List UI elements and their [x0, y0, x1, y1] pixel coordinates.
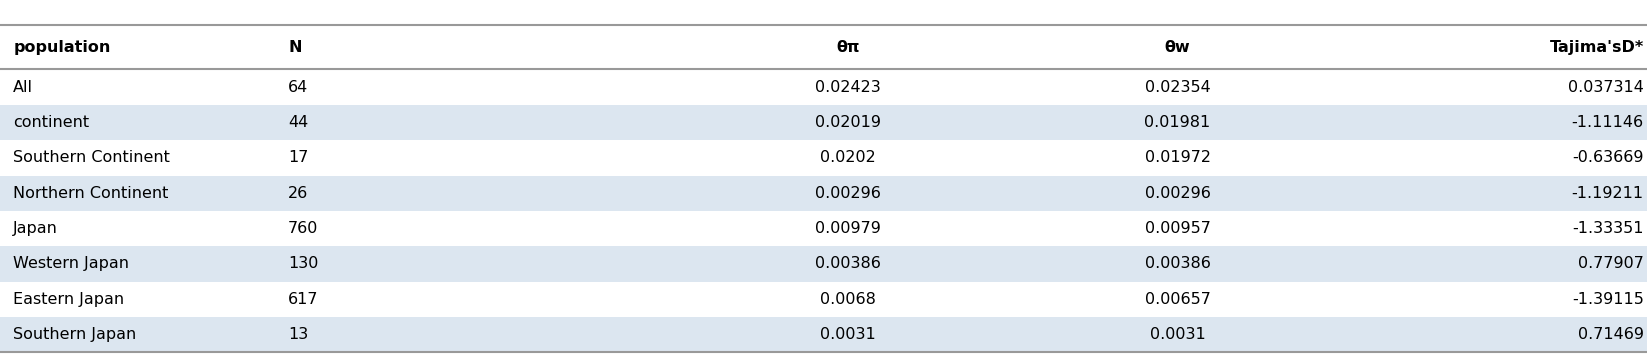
Text: θπ: θπ — [837, 40, 860, 55]
Text: 0.00296: 0.00296 — [1145, 186, 1211, 201]
Text: 0.0031: 0.0031 — [1150, 327, 1206, 342]
Text: 0.02423: 0.02423 — [815, 80, 881, 95]
Text: 130: 130 — [288, 256, 318, 272]
Text: θw: θw — [1164, 40, 1191, 55]
Text: 0.71469: 0.71469 — [1578, 327, 1644, 342]
FancyBboxPatch shape — [0, 246, 1647, 282]
FancyBboxPatch shape — [0, 211, 1647, 246]
FancyBboxPatch shape — [0, 317, 1647, 352]
Text: 64: 64 — [288, 80, 308, 95]
Text: 0.0031: 0.0031 — [820, 327, 876, 342]
Text: 0.00296: 0.00296 — [815, 186, 881, 201]
Text: continent: continent — [13, 115, 89, 130]
Text: 0.01972: 0.01972 — [1145, 150, 1211, 166]
FancyBboxPatch shape — [0, 105, 1647, 140]
Text: Southern Japan: Southern Japan — [13, 327, 137, 342]
Text: 0.00957: 0.00957 — [1145, 221, 1211, 236]
Text: 0.00386: 0.00386 — [815, 256, 881, 272]
Text: population: population — [13, 40, 110, 55]
Text: 0.037314: 0.037314 — [1568, 80, 1644, 95]
Text: Japan: Japan — [13, 221, 58, 236]
Text: -1.33351: -1.33351 — [1573, 221, 1644, 236]
Text: 0.00386: 0.00386 — [1145, 256, 1211, 272]
Text: 44: 44 — [288, 115, 308, 130]
Text: Northern Continent: Northern Continent — [13, 186, 168, 201]
FancyBboxPatch shape — [0, 140, 1647, 176]
Text: -1.11146: -1.11146 — [1571, 115, 1644, 130]
Text: 0.01981: 0.01981 — [1145, 115, 1211, 130]
Text: Southern Continent: Southern Continent — [13, 150, 170, 166]
Text: 0.02019: 0.02019 — [815, 115, 881, 130]
Text: Eastern Japan: Eastern Japan — [13, 292, 124, 307]
FancyBboxPatch shape — [0, 282, 1647, 317]
Text: 0.00657: 0.00657 — [1145, 292, 1211, 307]
Text: 17: 17 — [288, 150, 308, 166]
Text: N: N — [288, 40, 301, 55]
Text: -0.63669: -0.63669 — [1573, 150, 1644, 166]
Text: 0.02354: 0.02354 — [1145, 80, 1211, 95]
Text: 26: 26 — [288, 186, 308, 201]
Text: 13: 13 — [288, 327, 308, 342]
Text: 0.0202: 0.0202 — [820, 150, 876, 166]
Text: -1.39115: -1.39115 — [1571, 292, 1644, 307]
Text: All: All — [13, 80, 33, 95]
Text: 0.0068: 0.0068 — [820, 292, 876, 307]
FancyBboxPatch shape — [0, 25, 1647, 69]
Text: Tajima'sD*: Tajima'sD* — [1550, 40, 1644, 55]
Text: Western Japan: Western Japan — [13, 256, 128, 272]
Text: 617: 617 — [288, 292, 320, 307]
Text: -1.19211: -1.19211 — [1571, 186, 1644, 201]
FancyBboxPatch shape — [0, 69, 1647, 105]
FancyBboxPatch shape — [0, 176, 1647, 211]
Text: 0.77907: 0.77907 — [1578, 256, 1644, 272]
Text: 0.00979: 0.00979 — [815, 221, 881, 236]
Text: 760: 760 — [288, 221, 318, 236]
